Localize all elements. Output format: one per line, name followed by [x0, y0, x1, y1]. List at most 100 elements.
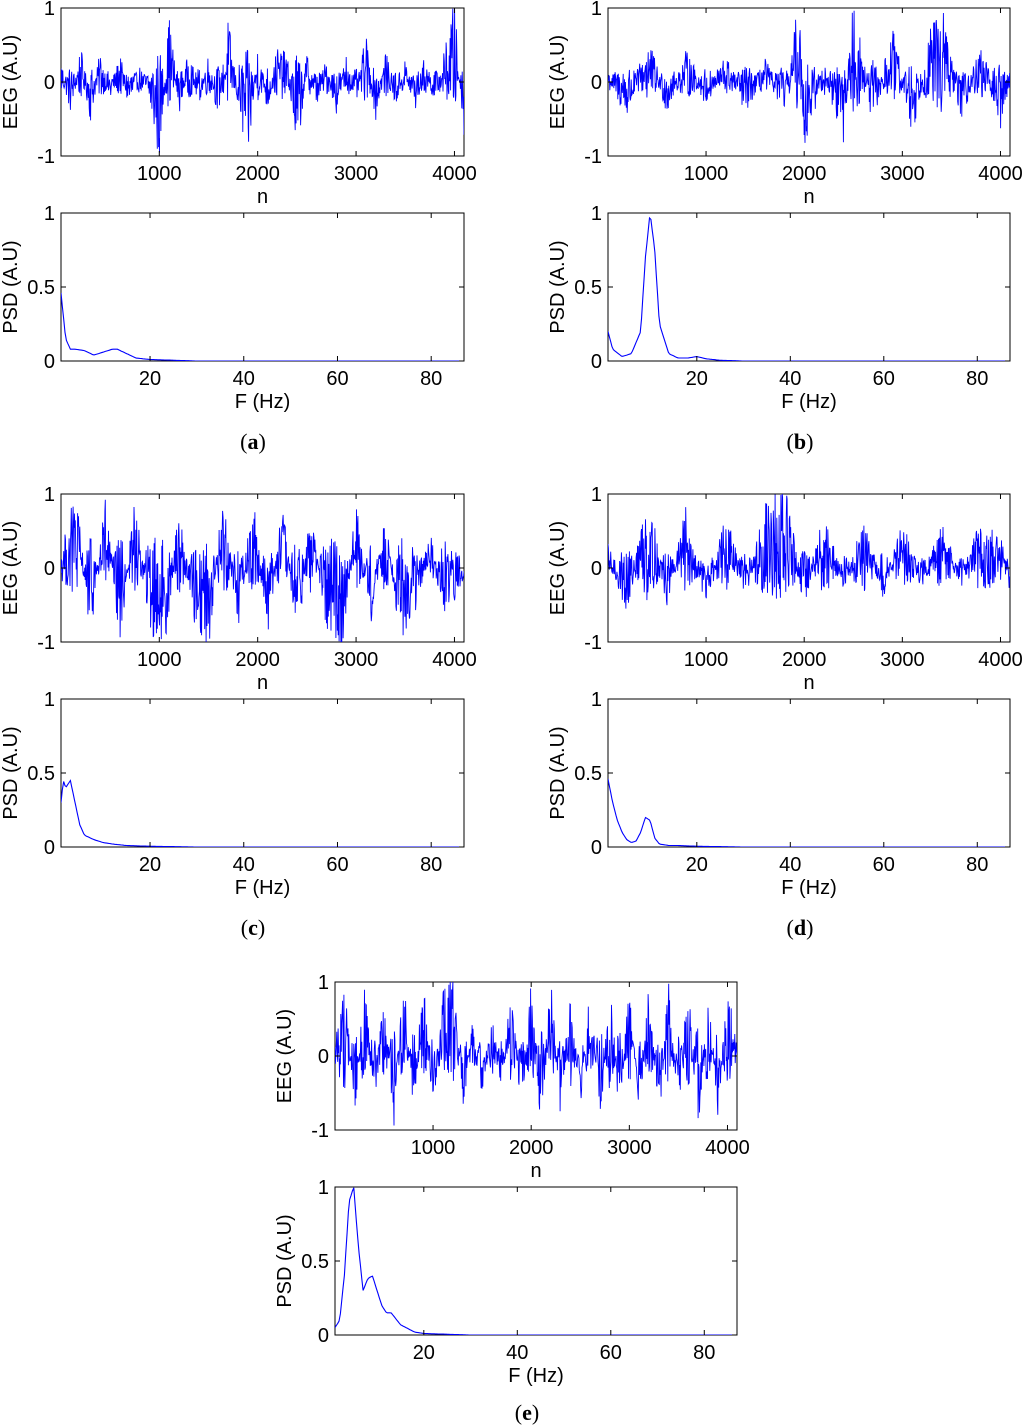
y-tick-label: 0	[44, 558, 55, 580]
axes-frame	[60, 212, 465, 362]
y-tick-label: -1	[37, 146, 55, 168]
x-tick-label: 20	[686, 368, 708, 390]
x-tick-label: 60	[873, 368, 895, 390]
y-tick-label: 0	[591, 351, 602, 373]
x-axis-label: n	[803, 672, 814, 694]
x-tick-label: 4000	[978, 649, 1023, 671]
y-tick-label: 1	[44, 0, 55, 20]
y-tick-label: 0	[44, 837, 55, 859]
x-tick-label: 40	[233, 854, 255, 876]
y-tick-label: 1	[44, 689, 55, 711]
subplot-e-psd: 20 40 60 80 0 0.5 1 F (Hz) PSD (A.U)	[274, 1177, 738, 1387]
x-axis-label: n	[257, 186, 268, 208]
x-axis-label: n	[530, 1160, 541, 1182]
x-tick-label: 40	[779, 854, 801, 876]
y-tick-label: 0.5	[574, 277, 602, 299]
y-tick-label: 0	[591, 558, 602, 580]
x-tick-label: 4000	[432, 163, 477, 185]
x-axis-label: F (Hz)	[235, 391, 291, 413]
subplot-c-eeg: 1000 2000 3000 4000 -1 0 1 n EEG (A.U)	[0, 484, 477, 694]
subplot-e-eeg: 1000 2000 3000 4000 -1 0 1 n EEG (A.U)	[274, 972, 750, 1182]
x-tick-label: 80	[693, 1342, 715, 1364]
x-tick-label: 1000	[411, 1137, 456, 1159]
y-axis-label: PSD (A.U)	[274, 1214, 296, 1307]
y-axis-label: PSD (A.U)	[0, 240, 22, 333]
x-tick-label: 2000	[509, 1137, 554, 1159]
x-tick-label: 1000	[684, 163, 729, 185]
axes-frame	[607, 698, 1011, 848]
x-tick-label: 1000	[137, 649, 182, 671]
y-tick-label: 1	[591, 0, 602, 20]
subplot-b-eeg: 1000 2000 3000 4000 -1 0 1 n EEG (A.U)	[547, 0, 1023, 208]
x-tick-label: 60	[600, 1342, 622, 1364]
y-axis-label: EEG (A.U)	[0, 521, 22, 615]
x-tick-label: 2000	[782, 649, 827, 671]
y-tick-label: 1	[591, 689, 602, 711]
x-tick-label: 20	[686, 854, 708, 876]
y-tick-label: 1	[591, 484, 602, 506]
axes-frame	[334, 1186, 738, 1336]
panel-label-e: (e)	[515, 1400, 539, 1425]
axes-frame	[60, 698, 465, 848]
x-tick-label: 60	[873, 854, 895, 876]
axes-frame	[607, 212, 1011, 362]
subplot-a-psd: 20 40 60 80 0 0.5 1 F (Hz) PSD (A.U)	[0, 203, 465, 413]
y-tick-label: -1	[37, 632, 55, 654]
subplot-a-eeg: 1000 2000 3000 4000 -1 0 1 n EEG (A.U)	[0, 0, 477, 208]
series-line-psd	[608, 216, 1010, 361]
x-tick-label: 4000	[432, 649, 477, 671]
subplot-d-psd: 20 40 60 80 0 0.5 1 F (Hz) PSD (A.U)	[547, 689, 1011, 899]
x-tick-label: 3000	[880, 649, 925, 671]
y-axis-label: EEG (A.U)	[547, 521, 569, 615]
series-line-eeg	[61, 8, 464, 153]
panel-label-a: (a)	[240, 429, 266, 454]
y-tick-label: 0	[318, 1046, 329, 1068]
y-tick-label: 0	[44, 72, 55, 94]
y-tick-label: -1	[584, 632, 602, 654]
x-tick-label: 1000	[137, 163, 182, 185]
y-tick-label: 1	[318, 972, 329, 994]
x-tick-label: 3000	[334, 649, 379, 671]
x-tick-label: 2000	[782, 163, 827, 185]
y-tick-label: 0.5	[301, 1251, 329, 1273]
x-tick-label: 60	[326, 368, 348, 390]
series-line-psd	[608, 778, 1010, 847]
y-tick-label: -1	[311, 1120, 329, 1142]
x-tick-label: 2000	[235, 163, 280, 185]
series-line-eeg	[608, 494, 1010, 609]
y-axis-label: EEG (A.U)	[274, 1009, 296, 1103]
x-tick-label: 20	[139, 854, 161, 876]
series-line-eeg	[335, 982, 737, 1126]
y-tick-label: 0	[318, 1325, 329, 1347]
y-tick-label: -1	[584, 146, 602, 168]
x-tick-label: 80	[966, 854, 988, 876]
x-tick-label: 80	[420, 854, 442, 876]
x-tick-label: 80	[420, 368, 442, 390]
y-tick-label: 0	[591, 837, 602, 859]
x-tick-label: 60	[326, 854, 348, 876]
x-tick-label: 3000	[334, 163, 379, 185]
x-axis-label: F (Hz)	[781, 877, 837, 899]
x-axis-label: n	[803, 186, 814, 208]
panel-label-c: (c)	[241, 915, 265, 940]
x-axis-label: F (Hz)	[781, 391, 837, 413]
y-tick-label: 0.5	[574, 763, 602, 785]
y-tick-label: 1	[44, 484, 55, 506]
x-tick-label: 20	[139, 368, 161, 390]
x-tick-label: 20	[413, 1342, 435, 1364]
x-tick-label: 80	[966, 368, 988, 390]
x-tick-label: 40	[506, 1342, 528, 1364]
series-line-eeg	[608, 10, 1010, 143]
series-line-psd	[335, 1187, 737, 1335]
x-axis-label: n	[257, 672, 268, 694]
y-tick-label: 1	[44, 203, 55, 225]
series-line-psd	[61, 779, 464, 847]
y-tick-label: 0	[591, 72, 602, 94]
series-line-eeg	[61, 499, 464, 642]
y-axis-label: PSD (A.U)	[547, 240, 569, 333]
panel-label-b: (b)	[787, 429, 814, 454]
y-tick-label: 1	[318, 1177, 329, 1199]
x-tick-label: 3000	[607, 1137, 652, 1159]
x-tick-label: 40	[779, 368, 801, 390]
